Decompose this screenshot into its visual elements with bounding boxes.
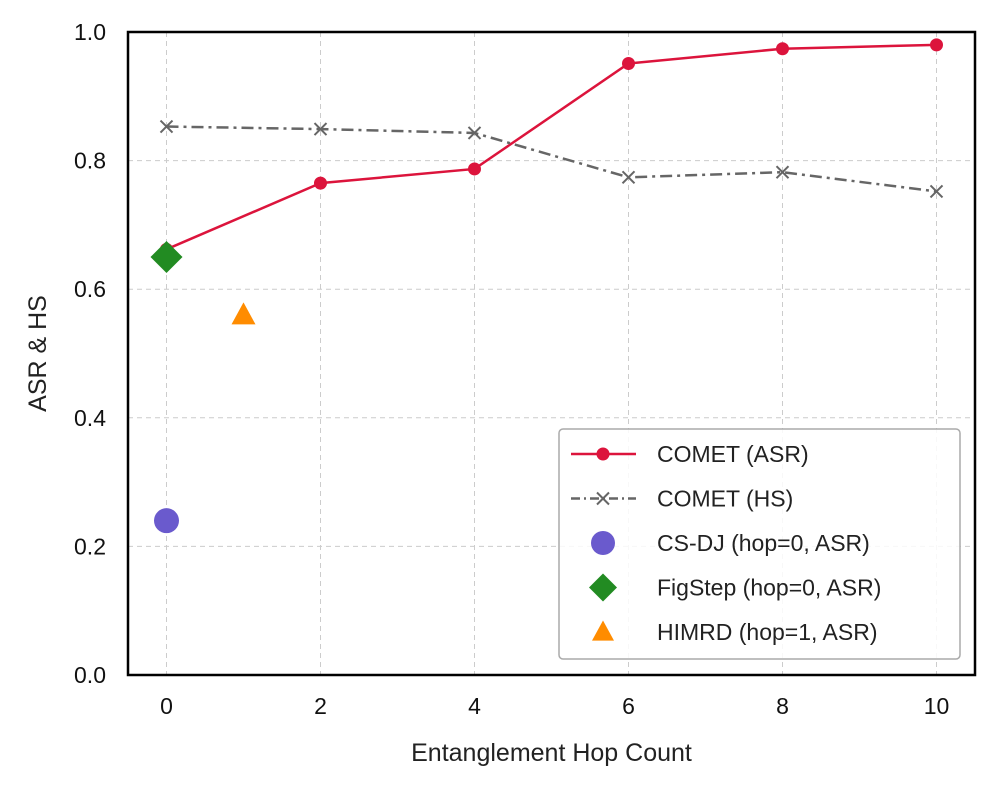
- data-point: [468, 162, 481, 176]
- x-tick-label: 0: [160, 693, 173, 719]
- legend-marker: [592, 620, 614, 641]
- y-tick-label: 1.0: [74, 19, 106, 45]
- legend-marker: [596, 491, 610, 506]
- axis-ticks: 0 2 4 6 8 10 0.0 0.2 0.4 0.6 0.8 1.0: [74, 19, 949, 719]
- data-point: [313, 122, 328, 136]
- y-tick-label: 0.2: [74, 533, 106, 559]
- data-point: [929, 184, 944, 199]
- y-axis-label: ASR & HS: [24, 295, 52, 412]
- legend-item: COMET (ASR): [571, 441, 809, 467]
- data-point: [930, 38, 943, 52]
- x-tick-label: 2: [314, 693, 327, 719]
- data-point: [467, 126, 482, 140]
- legend-item: FigStep (hop=0, ASR): [589, 573, 881, 602]
- plot-frame: [126, 30, 977, 677]
- series-cs-dj-hop-0-asr: [154, 508, 179, 534]
- plot-series: [150, 38, 944, 534]
- data-point: [622, 57, 635, 71]
- data-point: [621, 170, 636, 185]
- series-comet-hs: [159, 119, 944, 199]
- y-tick-label: 0.4: [74, 405, 106, 431]
- data-point: [150, 241, 183, 274]
- legend-label: HIMRD (hop=1, ASR): [657, 619, 878, 645]
- legend-label: CS-DJ (hop=0, ASR): [657, 530, 870, 556]
- x-axis-label: Entanglement Hop Count: [411, 739, 692, 767]
- legend-label: COMET (ASR): [657, 441, 809, 467]
- y-tick-label: 0.8: [74, 148, 106, 174]
- data-point: [231, 302, 256, 325]
- legend-label: FigStep (hop=0, ASR): [657, 575, 881, 601]
- legend-box: [558, 428, 961, 660]
- legend-label: COMET (HS): [657, 486, 793, 512]
- legend-marker: [589, 573, 617, 602]
- legend-marker: [591, 531, 615, 555]
- data-point: [154, 508, 179, 534]
- x-tick-label: 8: [776, 693, 789, 719]
- data-point: [314, 176, 327, 190]
- legend-item: COMET (HS): [571, 486, 793, 512]
- data-point: [776, 42, 789, 56]
- series-line: [166, 125, 937, 193]
- x-tick-label: 6: [622, 693, 635, 719]
- legend-marker: [596, 447, 610, 461]
- y-tick-label: 0.0: [74, 662, 106, 688]
- series-line: [166, 43, 937, 251]
- x-tick-label: 10: [924, 693, 950, 719]
- legend-item: HIMRD (hop=1, ASR): [592, 619, 878, 645]
- legend-item: CS-DJ (hop=0, ASR): [591, 530, 870, 556]
- y-tick-label: 0.6: [74, 276, 106, 302]
- series-himrd-hop-1-asr: [231, 302, 256, 325]
- data-point: [775, 165, 790, 179]
- data-point: [159, 119, 174, 134]
- series-comet-asr: [160, 38, 943, 256]
- x-tick-label: 4: [468, 693, 481, 719]
- legend: COMET (ASR) COMET (HS) CS-DJ (hop=0, ASR) F…: [558, 428, 961, 660]
- series-figstep-hop-0-asr: [150, 241, 183, 274]
